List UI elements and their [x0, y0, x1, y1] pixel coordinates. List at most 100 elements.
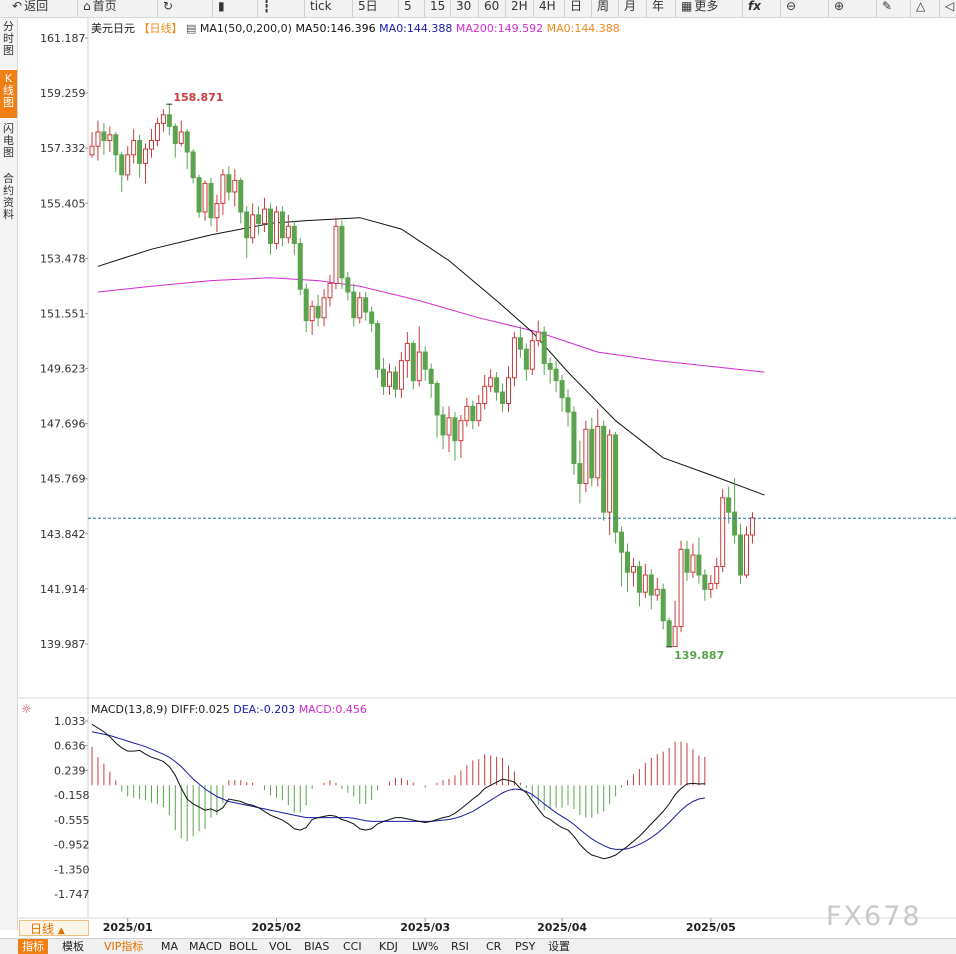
toolbar-item-1[interactable]: ⌂ 首页 — [83, 0, 117, 17]
toolbar-item-13[interactable]: 日 — [570, 0, 582, 17]
toolbar-item-8[interactable]: 15 — [430, 0, 445, 17]
candle-body — [238, 180, 244, 213]
toolbar-item-3[interactable]: ▮ — [218, 0, 225, 17]
candle-body — [321, 297, 327, 319]
toolbar-item-5[interactable]: tick — [310, 0, 332, 17]
candle-body — [535, 331, 541, 342]
period-selector[interactable]: 日线 ▲ — [19, 920, 89, 936]
candle-body — [494, 377, 500, 393]
toolbar-item-9[interactable]: 30 — [456, 0, 471, 17]
candle-body — [446, 417, 452, 436]
indicator-tab-14[interactable]: 设置 — [548, 940, 570, 953]
candle-body — [654, 588, 660, 596]
sidebar-tab-label: 分时图 — [3, 20, 14, 57]
candle-body — [464, 405, 470, 422]
macd-settings-icon: ☼ — [21, 702, 32, 716]
candle-body — [404, 342, 410, 362]
price-tick-label: 149.623 — [40, 363, 86, 376]
indicator-tab-8[interactable]: CCI — [343, 940, 362, 953]
candle-body — [452, 417, 458, 442]
indicator-tab-4[interactable]: MACD — [189, 940, 222, 953]
ma50-line — [97, 217, 765, 496]
candle-body — [303, 288, 309, 322]
candle-body — [357, 297, 363, 319]
candle-body — [577, 463, 583, 485]
candle-body — [333, 225, 339, 284]
toolbar-item-20[interactable]: ⊕ — [834, 0, 844, 17]
macd-diff-label: DIFF:0.025 — [171, 703, 233, 716]
toolbar-item-10[interactable]: 60 — [484, 0, 499, 17]
toolbar-item-21[interactable]: ✎ — [882, 0, 892, 17]
indicator-bar: 指标 模板 VIP指标 MA MACD BOLL VOL BIAS CCI KDJ LW% RSI CR… — [0, 938, 956, 954]
candle-body — [619, 531, 625, 553]
main-legend: 美元日元 【日线】 ▤ MA1(50,0,200,0) MA50:146.396… — [91, 21, 620, 35]
date-tick-label: 2025/03 — [400, 921, 450, 934]
toolbar-item-11[interactable]: 2H — [511, 0, 528, 17]
toolbar-item-18[interactable]: fx — [748, 0, 761, 17]
indicator-tab-12[interactable]: CR — [486, 940, 502, 953]
top-toolbar: ↶ 返回 ⌂ 首页 ↻ ▮ ┇ tick 5日 5 15 30 60 2H 4H 日 周 月 年 ▦ 更多 fx ⊖ ⊕ ✎ △ ◁ — [0, 0, 956, 18]
candle-body — [232, 180, 238, 193]
ma-value-1: MA0:144.388 — [379, 22, 456, 35]
indicator-tab-13[interactable]: PSY — [515, 940, 536, 953]
indicator-tab-3[interactable]: MA — [161, 940, 179, 953]
toolbar-separator — [910, 0, 911, 17]
toolbar-item-15[interactable]: 月 — [624, 0, 636, 17]
macd-tick-label: 1.033 — [54, 715, 86, 728]
price-tick-label: 147.696 — [40, 418, 86, 431]
toolbar-item-6[interactable]: 5日 — [358, 0, 378, 17]
candle-body — [279, 211, 285, 239]
sidebar-tab-2[interactable]: 闪电图 — [0, 120, 17, 168]
macd-tick-label: -1.350 — [54, 863, 89, 876]
candle-body — [708, 583, 714, 590]
toolbar-separator — [876, 0, 877, 17]
toolbar-item-23[interactable]: ◁ — [945, 0, 954, 17]
toolbar-item-label: fx — [748, 0, 761, 13]
grid-icon: ▦ — [681, 0, 693, 13]
toolbar-item-12[interactable]: 4H — [539, 0, 556, 17]
candle-body — [690, 554, 696, 573]
indicator-tab-2[interactable]: VIP指标 — [104, 940, 144, 953]
candle-body — [196, 177, 202, 213]
candle-body — [131, 140, 137, 156]
toolbar-item-14[interactable]: 周 — [597, 0, 609, 17]
candle-body — [666, 620, 672, 647]
candle-body — [511, 337, 517, 379]
high-label: 158.871 — [173, 91, 223, 104]
toolbar-item-4[interactable]: ┇ — [263, 0, 270, 17]
toolbar-item-7[interactable]: 5 — [404, 0, 412, 17]
indicator-tab-0[interactable]: 指标 — [18, 939, 48, 954]
indicator-tab-10[interactable]: LW% — [412, 940, 439, 953]
candle-body — [738, 534, 744, 576]
indicator-tab-5[interactable]: BOLL — [229, 940, 258, 953]
toolbar-item-2[interactable]: ↻ — [163, 0, 173, 17]
candle-body — [422, 351, 428, 370]
candle-body — [244, 211, 250, 239]
toolbar-item-22[interactable]: △ — [916, 0, 925, 17]
toolbar-item-19[interactable]: ⊖ — [786, 0, 796, 17]
indicator-tab-6[interactable]: VOL — [269, 940, 292, 953]
toolbar-item-label: 5日 — [358, 0, 378, 13]
price-tick-label: 151.551 — [40, 307, 86, 320]
price-tick-label: 155.405 — [40, 197, 86, 210]
indicator-tab-7[interactable]: BIAS — [304, 940, 330, 953]
sidebar-tab-0[interactable]: 分时图 — [0, 18, 17, 66]
toolbar-item-16[interactable]: 年 — [652, 0, 664, 17]
indicator-tab-11[interactable]: RSI — [451, 940, 469, 953]
candle-body — [714, 565, 720, 585]
candle-body — [720, 497, 726, 567]
toolbar-item-label: 年 — [652, 0, 665, 13]
indicator-tab-1[interactable]: 模板 — [62, 940, 84, 953]
candle-body — [345, 277, 351, 293]
toolbar-item-0[interactable]: ↶ 返回 — [12, 0, 48, 17]
candle-body — [214, 202, 220, 219]
toolbar-item-17[interactable]: ▦ 更多 — [681, 0, 718, 17]
indicator-icon: ▤ — [186, 22, 200, 35]
triangle-outline-icon: ◁ — [945, 0, 955, 13]
candle-body — [220, 174, 226, 204]
sidebar-tab-3[interactable]: 合约资料 — [0, 170, 17, 231]
indicator-tab-9[interactable]: KDJ — [379, 940, 398, 953]
candle-body — [95, 131, 101, 147]
